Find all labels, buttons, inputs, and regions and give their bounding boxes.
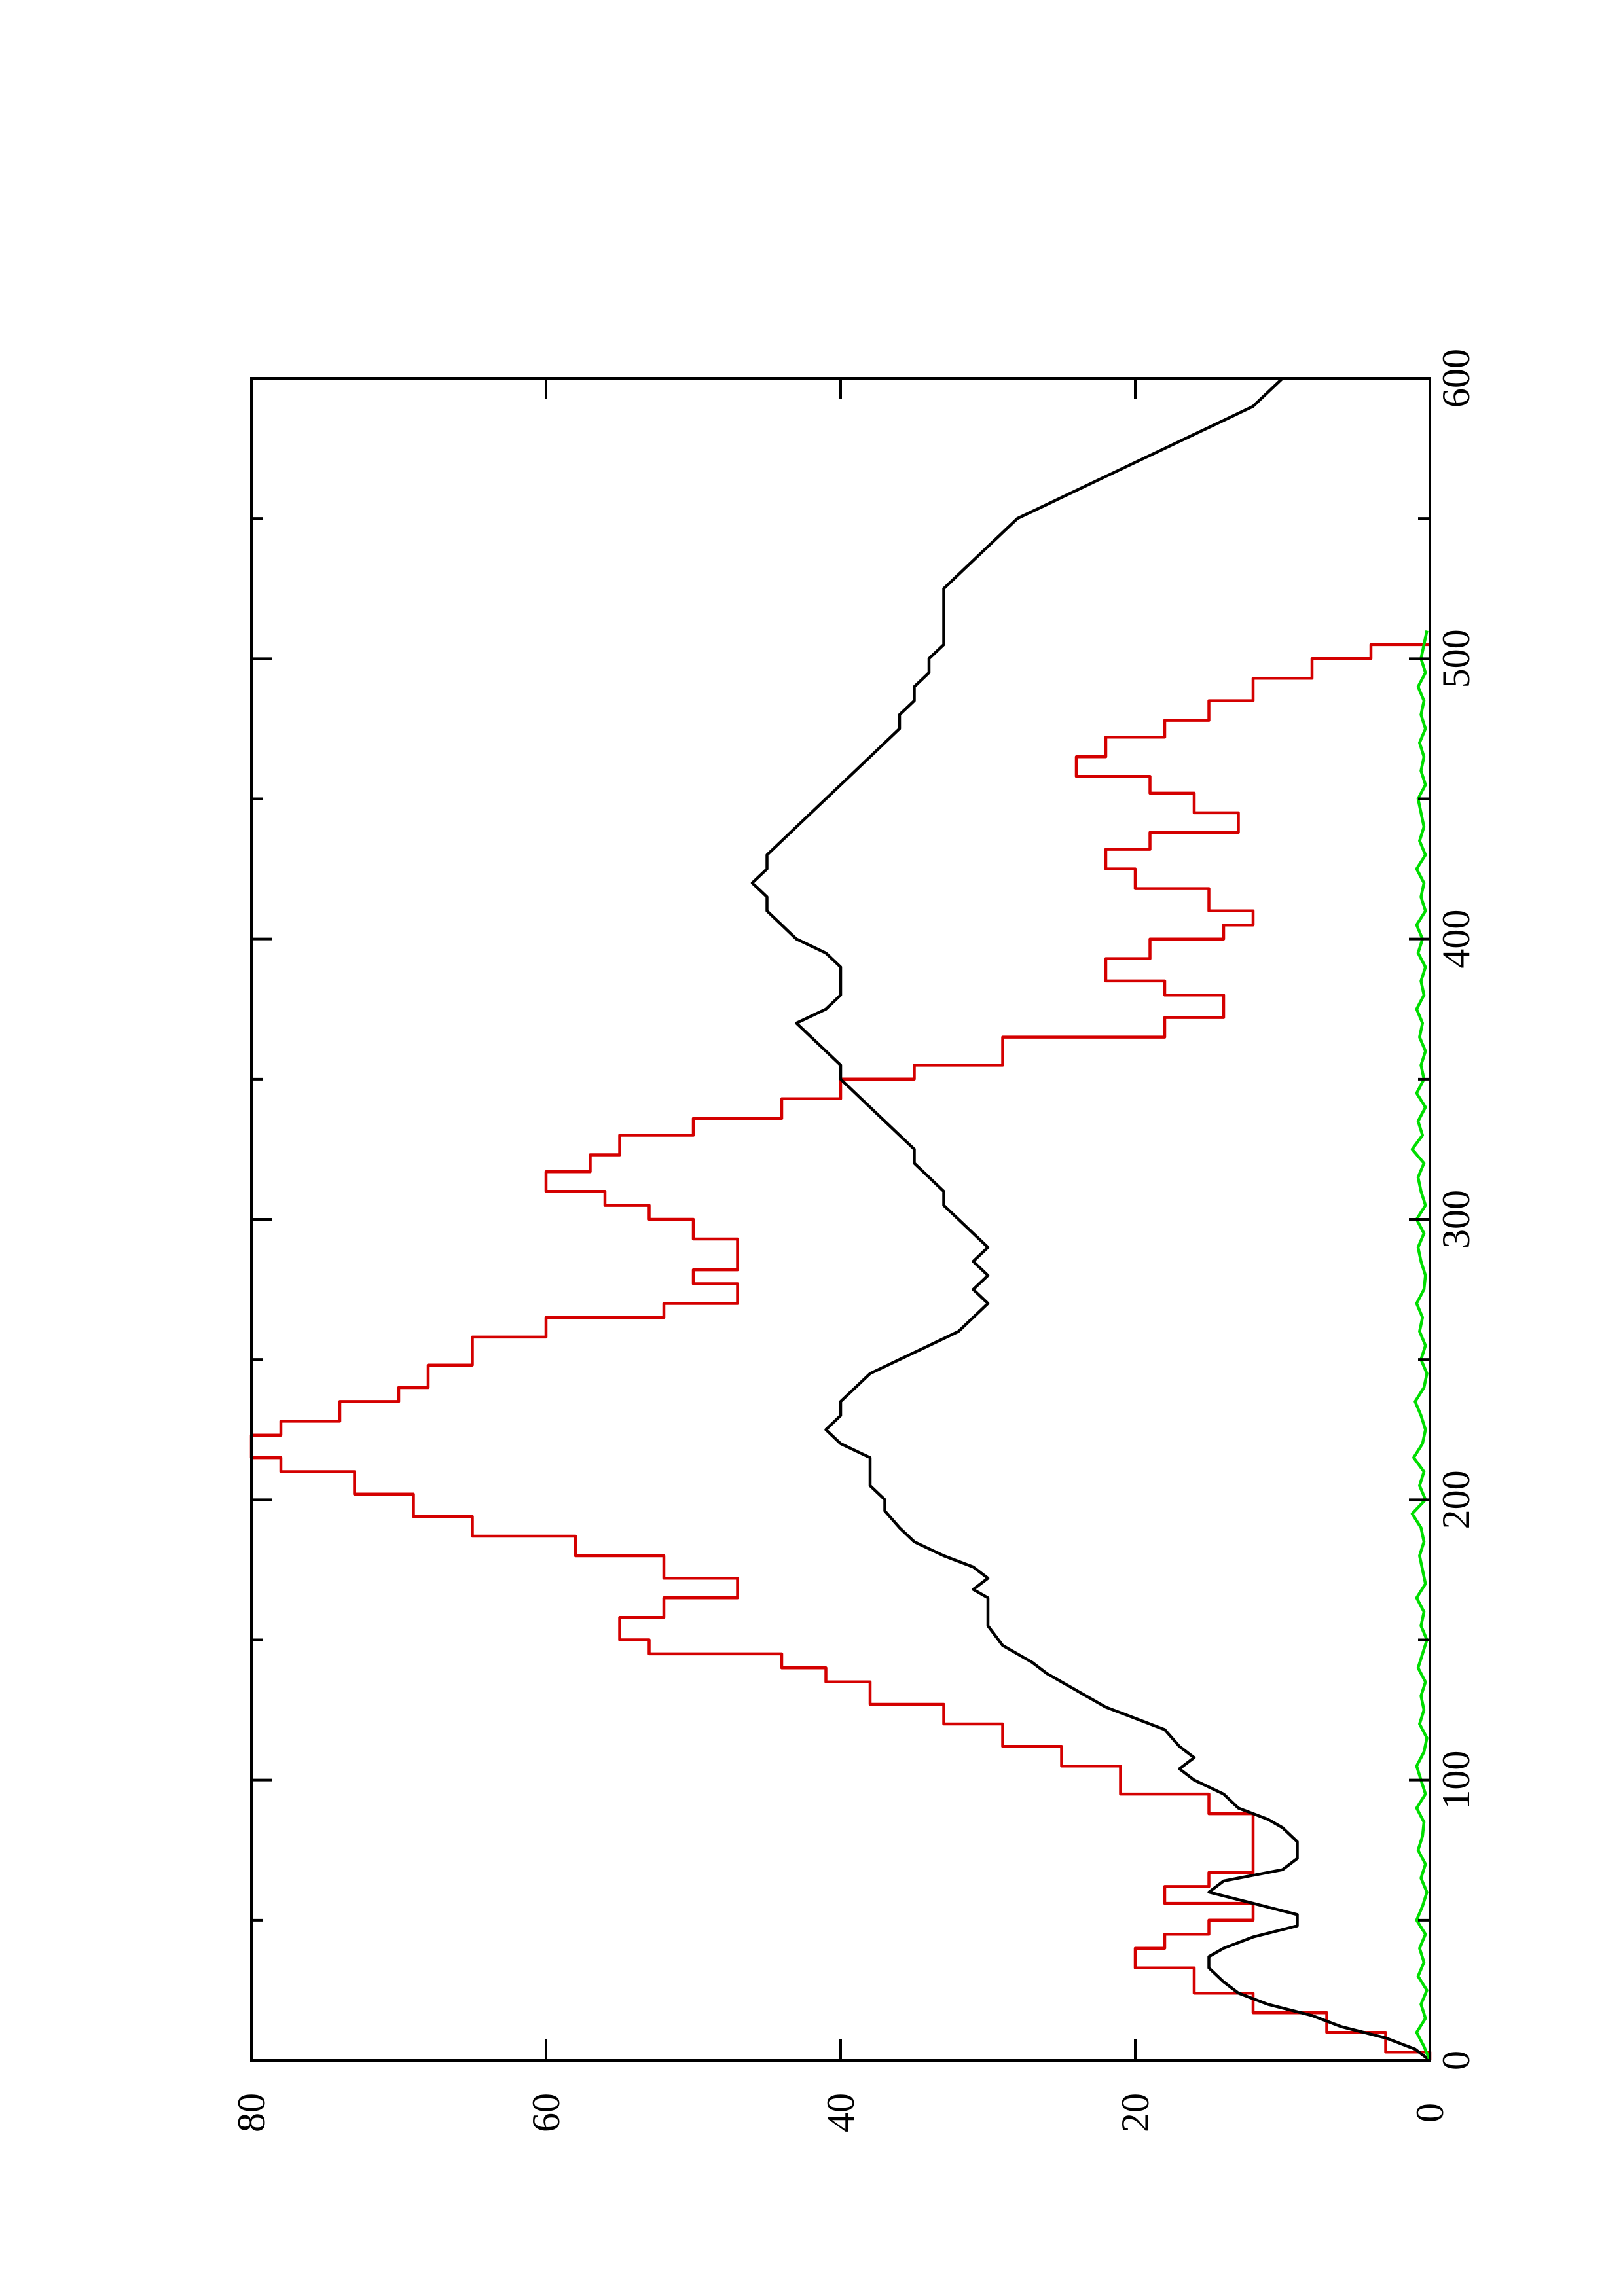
y-tick-label: 20: [1114, 2093, 1157, 2132]
x-tick-label: 300: [1434, 1190, 1478, 1249]
x-tick-label: 0: [1434, 2051, 1478, 2070]
axis-ticks: [250, 377, 1431, 2062]
series-line-3: [1410, 630, 1432, 2061]
axis-tick-labels: 0 100 200 300 400 500 600 0 20 40 60 80: [230, 349, 1478, 2132]
x-tick-label: 500: [1434, 629, 1478, 688]
series-line-1: [249, 643, 1432, 2060]
series-line-2: [750, 377, 1431, 2062]
x-tick-label: 600: [1434, 349, 1478, 408]
y-tick-label: 40: [819, 2093, 862, 2132]
y-tick-label: 60: [524, 2093, 568, 2132]
plot-frame: [250, 377, 1431, 2062]
y-tick-label: 80: [230, 2093, 273, 2132]
x-tick-label: 100: [1434, 1751, 1478, 1810]
x-tick-label: 400: [1434, 910, 1478, 969]
plot-area: [249, 377, 1432, 2062]
x-tick-label: 200: [1434, 1470, 1478, 1529]
y-tick-label: 0: [1408, 2103, 1451, 2123]
